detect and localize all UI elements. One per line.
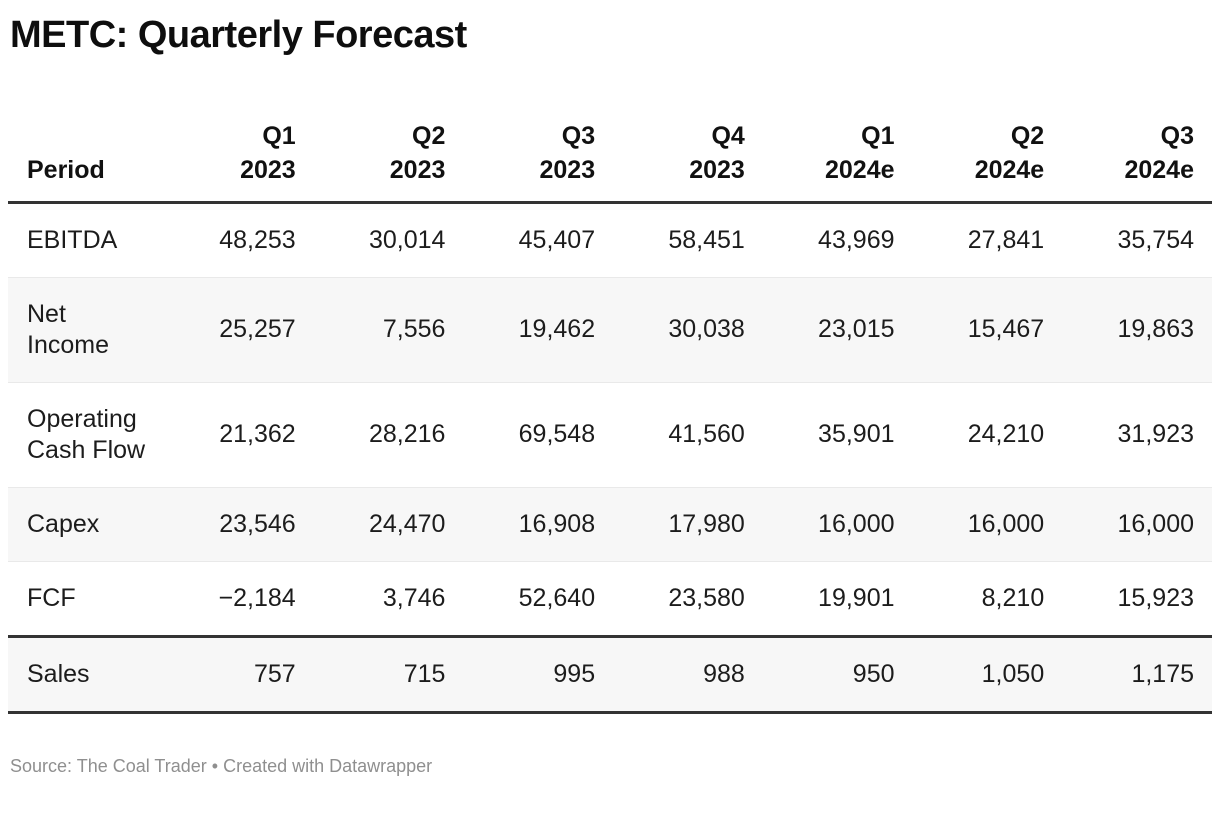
- year-label: 2024e: [974, 155, 1045, 184]
- cell-value: 52,640: [463, 560, 614, 637]
- column-header-q2-2023: Q2 2023: [313, 118, 464, 204]
- cell-value: 43,969: [818, 225, 895, 254]
- cell-value: 19,863: [1062, 276, 1212, 383]
- year-label: 2023: [389, 155, 446, 184]
- row-label: Operating Cash Flow: [8, 381, 164, 488]
- cell-value: 3,746: [313, 560, 464, 637]
- cell-value: 23,546: [164, 486, 314, 562]
- cell-value: 16,000: [912, 486, 1063, 562]
- cell-value: 24,210: [912, 381, 1063, 488]
- quarter-label: Q2: [412, 121, 446, 150]
- row-label: Net Income: [8, 276, 164, 383]
- year-label: 2024e: [1124, 155, 1194, 184]
- table-row-sales: Sales 757 715 995 988 950 1,050 1,175: [8, 634, 1212, 714]
- column-header-period: Period: [8, 118, 164, 204]
- table-row-operating-cash-flow: Operating Cash Flow 21,362 28,216 69,548 41,…: [8, 381, 1212, 488]
- cell-value: 16,908: [463, 486, 614, 562]
- cell-value: 24,470: [313, 486, 464, 562]
- cell-value: 715: [313, 634, 464, 714]
- table-row-capex: Capex 23,546 24,470 16,908 17,980 16,000 16,00…: [8, 486, 1212, 562]
- year-label: 2023: [539, 155, 596, 184]
- cell-value: 15,923: [1062, 560, 1212, 637]
- cell-value: 25,257: [164, 276, 314, 383]
- quarter-label: Q1: [262, 121, 296, 150]
- quarter-label: Q3: [561, 121, 596, 150]
- chart-title: METC: Quarterly Forecast: [10, 14, 467, 56]
- cell-value: −2,184: [164, 560, 314, 637]
- cell-value: 988: [613, 634, 763, 714]
- cell-value: 58,451: [668, 225, 745, 254]
- cell-value: 23,015: [762, 276, 913, 383]
- column-header-q1-2023: Q1 2023: [164, 118, 314, 204]
- table-row-ebitda: EBITDA 48,253 30,014 45,407 58,451 43,969 27,8…: [8, 202, 1212, 277]
- year-label: 2023: [240, 155, 296, 184]
- cell-value: 19,462: [463, 276, 614, 383]
- cell-value: 23,580: [613, 560, 763, 637]
- cell-value: 27,841: [967, 225, 1045, 254]
- table-row-fcf: FCF −2,184 3,746 52,640 23,580 19,901 8,210 15,…: [8, 560, 1212, 637]
- cell-value: 7,556: [313, 276, 464, 383]
- table-row-net-income: Net Income 25,257 7,556 19,462 30,038 23,015 1…: [8, 276, 1212, 383]
- row-label: FCF: [8, 560, 164, 637]
- row-label: EBITDA: [27, 225, 118, 254]
- cell-value: 8,210: [912, 560, 1063, 637]
- quarter-label: Q2: [1010, 121, 1045, 150]
- quarter-label: Q3: [1160, 121, 1194, 150]
- cell-value: 19,901: [762, 560, 913, 637]
- cell-value: 757: [164, 634, 314, 714]
- cell-value: 1,175: [1062, 634, 1212, 714]
- row-label: Capex: [8, 486, 164, 562]
- cell-value: 31,923: [1062, 381, 1212, 488]
- cell-value: 48,253: [219, 225, 296, 254]
- year-label: 2024e: [824, 155, 895, 184]
- row-label: Sales: [8, 634, 164, 714]
- source-attribution: Source: The Coal Trader • Created with D…: [10, 755, 433, 776]
- cell-value: 69,548: [463, 381, 614, 488]
- cell-value: 41,560: [613, 381, 763, 488]
- quarter-label: Q1: [861, 121, 895, 150]
- column-header-q4-2023: Q4 2023: [613, 118, 763, 204]
- cell-value: 35,754: [1117, 225, 1194, 254]
- cell-value: 45,407: [518, 225, 596, 254]
- quarterly-forecast-table: Period Q1 2023 Q2 2023 Q3 2023 Q4 2023 Q1 2024e Q2…: [8, 118, 1212, 714]
- cell-value: 35,901: [762, 381, 913, 488]
- cell-value: 30,038: [613, 276, 763, 383]
- cell-value: 15,467: [912, 276, 1063, 383]
- column-header-q3-2023: Q3 2023: [463, 118, 614, 204]
- cell-value: 16,000: [1062, 486, 1212, 562]
- quarter-label: Q4: [711, 121, 745, 150]
- cell-value: 16,000: [762, 486, 913, 562]
- cell-value: 21,362: [164, 381, 314, 488]
- cell-value: 995: [463, 634, 614, 714]
- column-header-q1-2024e: Q1 2024e: [762, 118, 913, 204]
- cell-value: 28,216: [313, 381, 464, 488]
- cell-value: 1,050: [912, 634, 1063, 714]
- year-label: 2023: [689, 155, 745, 184]
- header-row: Period Q1 2023 Q2 2023 Q3 2023 Q4 2023 Q1 2024e Q2…: [8, 118, 1212, 204]
- column-header-q2-2024e: Q2 2024e: [912, 118, 1063, 204]
- cell-value: 17,980: [613, 486, 763, 562]
- cell-value: 30,014: [368, 225, 446, 254]
- column-header-q3-2024e: Q3 2024e: [1062, 118, 1212, 204]
- cell-value: 950: [762, 634, 913, 714]
